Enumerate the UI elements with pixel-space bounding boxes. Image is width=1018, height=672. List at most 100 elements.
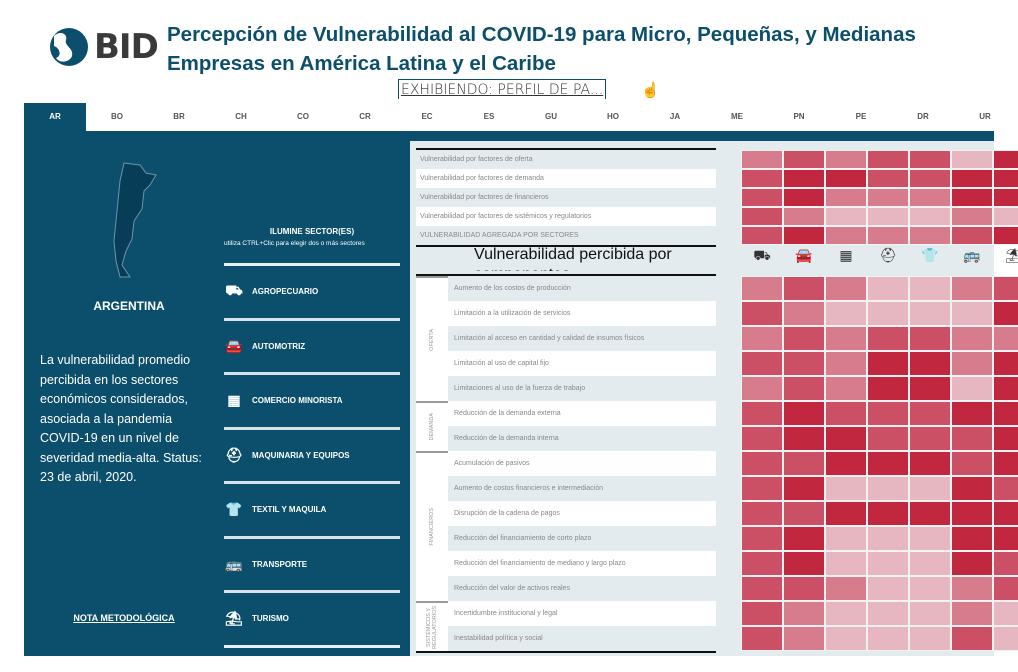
heatmap-cell[interactable]: [951, 150, 993, 169]
heatmap-cell[interactable]: [867, 226, 909, 245]
heatmap-cell[interactable]: [909, 326, 951, 351]
heatmap-cell[interactable]: [741, 476, 783, 501]
heatmap-cell[interactable]: [783, 426, 825, 451]
heatmap-cell[interactable]: [825, 476, 867, 501]
heatmap-cell[interactable]: [867, 276, 909, 301]
heatmap-cell[interactable]: [825, 401, 867, 426]
heatmap-cell[interactable]: [909, 426, 951, 451]
heatmap-cell[interactable]: [909, 276, 951, 301]
heatmap-cell[interactable]: [825, 351, 867, 376]
heatmap-cell[interactable]: [867, 451, 909, 476]
tab-me[interactable]: ME: [731, 112, 743, 121]
heatmap-cell[interactable]: [741, 188, 783, 207]
heatmap-cell[interactable]: [909, 451, 951, 476]
heatmap-cell[interactable]: [783, 276, 825, 301]
heatmap-cell[interactable]: [993, 150, 1018, 169]
heatmap-cell[interactable]: [909, 351, 951, 376]
heatmap-cell[interactable]: [825, 576, 867, 601]
heatmap-cell[interactable]: [993, 576, 1018, 601]
sector-item-textil-y-maquila[interactable]: 👕 TEXTIL Y MAQUILA: [224, 481, 400, 536]
tab-ja[interactable]: JA: [669, 112, 681, 121]
heatmap-cell[interactable]: [993, 326, 1018, 351]
heatmap-cell[interactable]: [951, 376, 993, 401]
heatmap-cell[interactable]: [867, 576, 909, 601]
heatmap-cell[interactable]: [825, 326, 867, 351]
heatmap-cell[interactable]: [825, 207, 867, 226]
heatmap-cell[interactable]: [741, 226, 783, 245]
tab-ho[interactable]: HO: [607, 112, 619, 121]
heatmap-cell[interactable]: [909, 226, 951, 245]
heatmap-cell[interactable]: [951, 476, 993, 501]
heatmap-cell[interactable]: [867, 326, 909, 351]
heatmap-cell[interactable]: [867, 188, 909, 207]
heatmap-cell[interactable]: [783, 601, 825, 626]
heatmap-cell[interactable]: [993, 551, 1018, 576]
heatmap-cell[interactable]: [741, 207, 783, 226]
heatmap-cell[interactable]: [909, 207, 951, 226]
sector-item-transporte[interactable]: 🚌 TRANSPORTE: [224, 535, 400, 591]
heatmap-cell[interactable]: [825, 451, 867, 476]
heatmap-cell[interactable]: [909, 401, 951, 426]
heatmap-cell[interactable]: [993, 526, 1018, 551]
heatmap-cell[interactable]: [993, 376, 1018, 401]
heatmap-cell[interactable]: [993, 188, 1018, 207]
heatmap-cell[interactable]: [825, 601, 867, 626]
heatmap-cell[interactable]: [783, 376, 825, 401]
heatmap-cell[interactable]: [951, 226, 993, 245]
heatmap-cell[interactable]: [909, 576, 951, 601]
heatmap-cell[interactable]: [867, 426, 909, 451]
tab-ar[interactable]: AR: [24, 103, 86, 131]
heatmap-cell[interactable]: [867, 301, 909, 326]
heatmap-cell[interactable]: [825, 626, 867, 651]
heatmap-cell[interactable]: [951, 501, 993, 526]
heatmap-cell[interactable]: [783, 226, 825, 245]
heatmap-cell[interactable]: [909, 476, 951, 501]
heatmap-cell[interactable]: [783, 476, 825, 501]
heatmap-cell[interactable]: [909, 188, 951, 207]
showing-sheet-link[interactable]: EXHIBIENDO: PERFIL DE PA...: [398, 79, 607, 99]
heatmap-cell[interactable]: [741, 301, 783, 326]
heatmap-cell[interactable]: [825, 150, 867, 169]
heatmap-cell[interactable]: [909, 526, 951, 551]
heatmap-cell[interactable]: [951, 207, 993, 226]
heatmap-cell[interactable]: [993, 207, 1018, 226]
heatmap-cell[interactable]: [909, 150, 951, 169]
heatmap-cell[interactable]: [783, 351, 825, 376]
heatmap-cell[interactable]: [867, 376, 909, 401]
heatmap-cell[interactable]: [867, 476, 909, 501]
heatmap-cell[interactable]: [741, 426, 783, 451]
heatmap-cell[interactable]: [867, 150, 909, 169]
tab-ch[interactable]: CH: [235, 112, 247, 121]
heatmap-cell[interactable]: [993, 226, 1018, 245]
heatmap-cell[interactable]: [783, 401, 825, 426]
heatmap-cell[interactable]: [867, 526, 909, 551]
tab-gu[interactable]: GU: [545, 112, 557, 121]
heatmap-cell[interactable]: [741, 169, 783, 188]
heatmap-cell[interactable]: [825, 301, 867, 326]
heatmap-cell[interactable]: [783, 150, 825, 169]
heatmap-cell[interactable]: [741, 626, 783, 651]
heatmap-cell[interactable]: [783, 501, 825, 526]
heatmap-cell[interactable]: [783, 526, 825, 551]
heatmap-cell[interactable]: [741, 501, 783, 526]
heatmap-cell[interactable]: [783, 451, 825, 476]
sector-item-turismo[interactable]: ⛱ TURISMO: [224, 590, 400, 645]
heatmap-cell[interactable]: [993, 601, 1018, 626]
heatmap-cell[interactable]: [783, 188, 825, 207]
sector-item-comercio-minorista[interactable]: ▦ COMERCIO MINORISTA: [224, 372, 400, 427]
heatmap-cell[interactable]: [993, 169, 1018, 188]
heatmap-cell[interactable]: [867, 207, 909, 226]
heatmap-cell[interactable]: [909, 626, 951, 651]
heatmap-cell[interactable]: [825, 169, 867, 188]
heatmap-cell[interactable]: [783, 551, 825, 576]
heatmap-cell[interactable]: [741, 351, 783, 376]
heatmap-cell[interactable]: [993, 301, 1018, 326]
heatmap-cell[interactable]: [867, 601, 909, 626]
sector-item-agropecuario[interactable]: ⛟ AGROPECUARIO: [224, 263, 400, 318]
heatmap-cell[interactable]: [993, 351, 1018, 376]
heatmap-cell[interactable]: [993, 426, 1018, 451]
heatmap-cell[interactable]: [783, 576, 825, 601]
heatmap-cell[interactable]: [909, 551, 951, 576]
heatmap-cell[interactable]: [993, 476, 1018, 501]
heatmap-cell[interactable]: [867, 401, 909, 426]
